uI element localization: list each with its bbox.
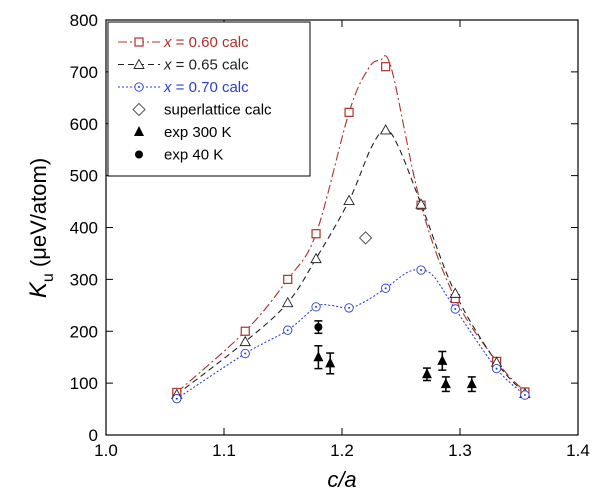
data-point-x-0-70-calc xyxy=(172,394,182,404)
marker-dot xyxy=(384,287,387,290)
x-tick-label: 1.1 xyxy=(212,441,236,460)
marker-dot xyxy=(420,269,423,272)
data-point-x-0-65-calc xyxy=(281,296,294,308)
marker-dot xyxy=(175,397,178,400)
data-point-x-0-60-calc xyxy=(381,62,391,72)
data-point-exp-300-k xyxy=(466,378,477,389)
marker-dot xyxy=(454,307,457,310)
series-line-x-0-70-calc xyxy=(176,269,526,400)
legend-item-x-0-70-calc: x = 0.70 calc xyxy=(118,79,249,96)
legend-item-x-0-60-calc: x = 0.60 calc xyxy=(118,34,249,51)
y-tick-label: 600 xyxy=(70,115,98,134)
y-tick-label: 500 xyxy=(70,167,98,186)
data-point-x-0-65-calc xyxy=(239,335,252,347)
x-tick-label: 1.0 xyxy=(94,441,118,460)
legend-label: superlattice calc xyxy=(164,102,272,119)
marker-dot xyxy=(523,394,526,397)
y-axis-title: Ku (μeV/atom) xyxy=(25,158,57,298)
data-point-exp-300-k xyxy=(325,357,336,368)
legend-marker xyxy=(135,150,143,159)
legend-box xyxy=(107,21,311,177)
data-point-x-0-65-calc xyxy=(449,287,462,298)
data-point-x-0-65-calc xyxy=(379,124,392,135)
y-tick-label: 300 xyxy=(70,270,98,289)
data-point-exp-40-k xyxy=(314,323,323,332)
x-axis-ticks: 1.0 1.1 1.2 1.3 1.4 xyxy=(94,20,590,460)
legend-label: x = 0.65 calc xyxy=(163,57,249,74)
data-point-x-0-70-calc xyxy=(416,265,426,275)
data-point-x-0-70-calc xyxy=(381,283,391,293)
marker-dot xyxy=(495,367,498,370)
data-point-x-0-70-calc xyxy=(491,363,502,374)
y-tick-label: 100 xyxy=(70,374,98,393)
legend-label-rest: = 0.60 calc xyxy=(172,34,250,51)
x-tick-label: 1.4 xyxy=(566,441,590,460)
y-axis-ticks: 0 100 200 300 400 500 600 700 800 xyxy=(70,11,578,445)
data-point-exp-300-k xyxy=(437,354,448,365)
data-point-x-0-60-calc xyxy=(283,274,293,284)
data-point-x-0-65-calc xyxy=(415,198,427,209)
data-point-x-0-70-calc xyxy=(344,303,354,313)
data-point-superlattice-calc xyxy=(358,231,373,245)
x-tick-label: 1.2 xyxy=(330,441,354,460)
legend-marker xyxy=(134,82,144,92)
data-point-x-0-70-calc xyxy=(240,348,250,359)
legend-label-rest: = 0.70 calc xyxy=(172,79,250,96)
legend-label: exp 40 K xyxy=(164,147,223,164)
legend-marker xyxy=(134,126,144,136)
data-point-x-0-70-calc xyxy=(520,390,530,400)
legend-marker xyxy=(132,102,146,117)
legend-item-x-0-65-calc: x = 0.65 calc xyxy=(118,57,249,74)
legend-label: x = 0.70 calc xyxy=(163,79,249,96)
data-point-x-0-70-calc xyxy=(450,304,460,314)
legend-item-exp-300-k: exp 300 K xyxy=(134,124,232,141)
data-point-x-0-65-calc xyxy=(310,252,322,264)
data-point-exp-300-k xyxy=(313,351,324,362)
legend-marker xyxy=(133,58,145,69)
x-tick-label: 1.3 xyxy=(448,441,472,460)
y-axis-title-sub: u xyxy=(40,273,57,282)
data-point-x-0-65-calc xyxy=(343,194,355,205)
y-axis-title-units: (μeV/atom) xyxy=(26,158,51,273)
data-point-x-0-70-calc xyxy=(283,325,293,335)
legend-label: x = 0.60 calc xyxy=(163,34,249,51)
legend-item-exp-40-k: exp 40 K xyxy=(135,147,223,164)
y-tick-label: 800 xyxy=(70,11,98,30)
y-axis-title-main: K xyxy=(25,281,52,298)
legend-label-var: x xyxy=(163,79,172,96)
legend-label: exp 300 K xyxy=(164,124,232,141)
marker-dot xyxy=(138,86,140,88)
y-tick-label: 0 xyxy=(89,426,98,445)
legend-label-var: x xyxy=(163,34,172,51)
marker-dot xyxy=(244,352,247,355)
data-point-x-0-70-calc xyxy=(311,302,321,312)
y-tick-label: 700 xyxy=(70,63,98,82)
marker-dot xyxy=(286,329,289,332)
data-point-x-0-60-calc xyxy=(311,229,321,239)
marker-dot xyxy=(348,306,351,309)
legend-marker xyxy=(134,37,144,47)
y-tick-label: 200 xyxy=(70,322,98,341)
marker-dot xyxy=(315,305,318,308)
data-point-exp-300-k xyxy=(440,378,451,389)
data-point-exp-300-k xyxy=(421,368,432,379)
x-axis-title: c/a xyxy=(327,467,356,492)
legend-label-rest: = 0.65 calc xyxy=(172,57,250,74)
legend-label-var: x xyxy=(163,57,172,74)
data-point-x-0-60-calc xyxy=(240,326,250,336)
series-markers xyxy=(171,62,531,404)
y-tick-label: 400 xyxy=(70,219,98,238)
legend-item-superlattice-calc: superlattice calc xyxy=(132,102,272,119)
data-point-x-0-60-calc xyxy=(344,107,354,117)
